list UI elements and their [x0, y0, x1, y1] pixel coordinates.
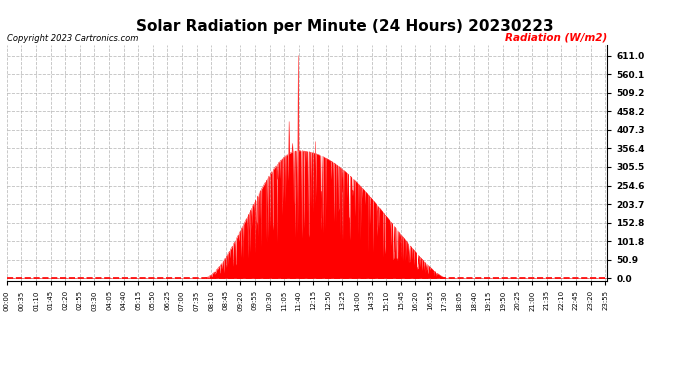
Text: Radiation (W/m2): Radiation (W/m2) [505, 33, 607, 43]
Text: Copyright 2023 Cartronics.com: Copyright 2023 Cartronics.com [7, 34, 138, 43]
Text: Solar Radiation per Minute (24 Hours) 20230223: Solar Radiation per Minute (24 Hours) 20… [136, 19, 554, 34]
